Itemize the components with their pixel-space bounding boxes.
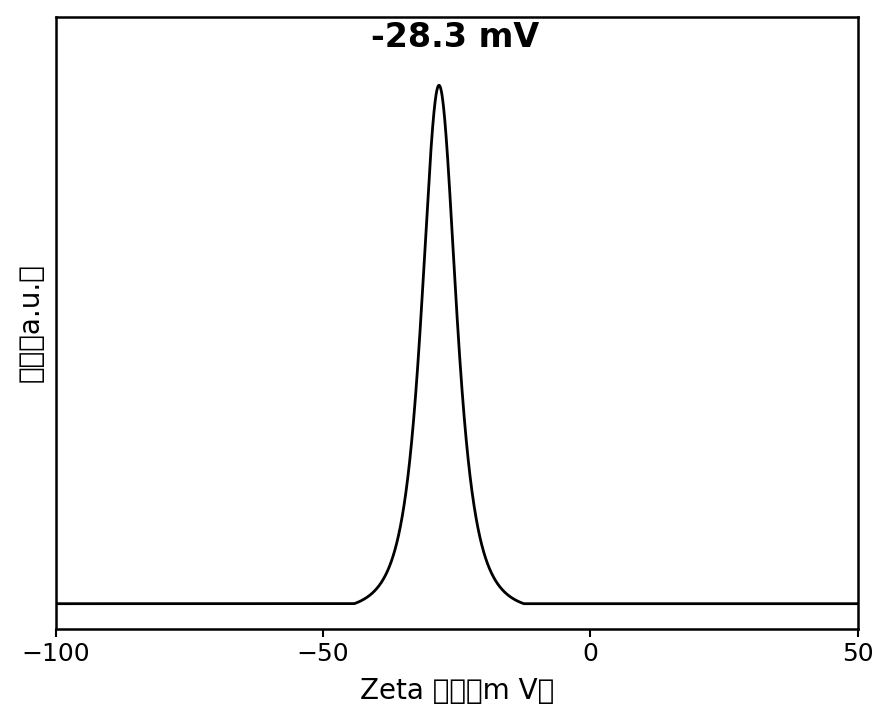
X-axis label: Zeta 电位（m V）: Zeta 电位（m V） bbox=[360, 677, 554, 705]
Text: -28.3 mV: -28.3 mV bbox=[371, 21, 539, 53]
Y-axis label: 计数（a.u.）: 计数（a.u.） bbox=[17, 264, 44, 382]
